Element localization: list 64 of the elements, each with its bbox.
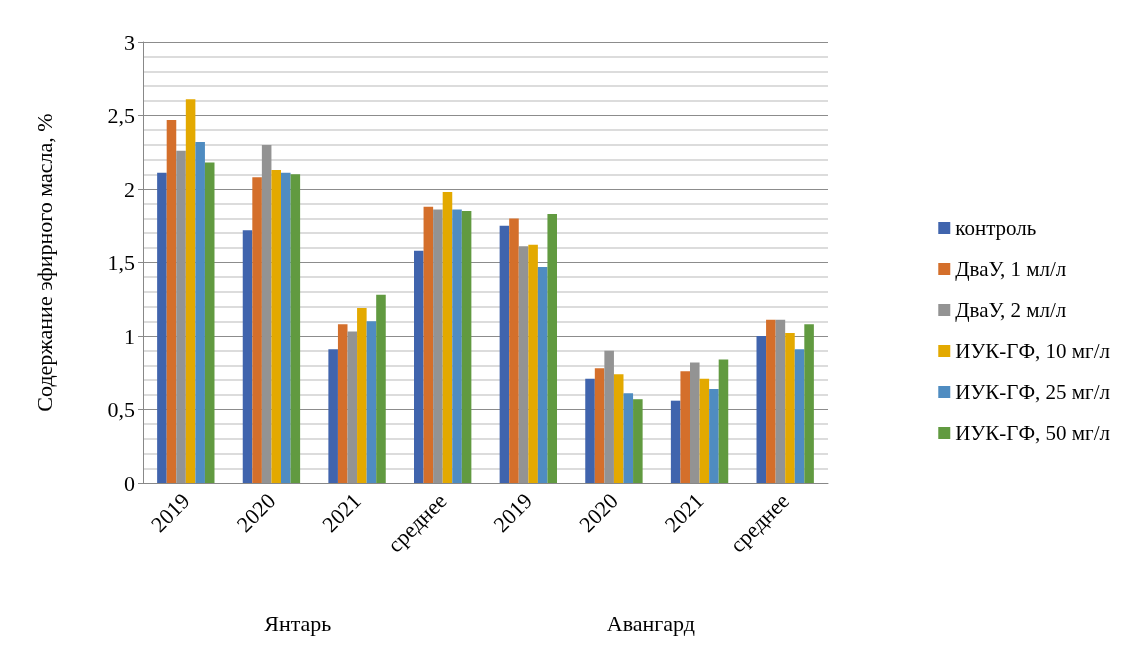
- bar: [157, 172, 167, 483]
- y-tick-label: 0,5: [107, 397, 135, 422]
- bar: [775, 319, 786, 483]
- y-tick-label: 2,5: [107, 103, 135, 128]
- y-axis-title: Содержание эфирного масла, %: [31, 113, 57, 412]
- bar: [195, 141, 205, 483]
- bar: [442, 191, 453, 483]
- bar: [204, 162, 215, 483]
- bar: [461, 211, 472, 483]
- bar: [547, 213, 557, 483]
- bar: [528, 244, 538, 483]
- bar: [699, 378, 710, 483]
- legend-label: ИУК-ГФ, 10 мг/л: [955, 339, 1110, 363]
- bar: [509, 218, 519, 483]
- bar: [166, 119, 177, 483]
- bar: [452, 209, 462, 483]
- bar: [337, 324, 348, 483]
- bar: [290, 174, 301, 483]
- bar: [670, 400, 681, 483]
- y-tick-label: 1,5: [107, 250, 135, 275]
- bar: [537, 266, 548, 483]
- legend-label: ИУК-ГФ, 50 мг/л: [955, 421, 1110, 445]
- bar: [785, 333, 795, 483]
- bar: [271, 169, 281, 483]
- bar: [756, 336, 767, 483]
- bar: [185, 99, 196, 483]
- bar: [376, 294, 386, 483]
- bar: [804, 324, 814, 483]
- legend-label: ИУК-ГФ, 25 мг/л: [955, 380, 1110, 404]
- bar: [357, 308, 367, 483]
- bar: [242, 230, 253, 483]
- bar: [433, 209, 443, 483]
- bar: [414, 250, 424, 483]
- bar: [252, 177, 262, 483]
- y-tick-label: 3: [124, 29, 135, 55]
- text: Авангард: [606, 610, 695, 636]
- bar: [766, 319, 776, 483]
- bar: [423, 206, 434, 483]
- bar: [623, 393, 634, 483]
- bar: [261, 144, 272, 483]
- bar: [281, 172, 291, 483]
- bar: [518, 246, 529, 483]
- bar: [709, 388, 719, 483]
- y-tick-label: 0: [124, 470, 135, 496]
- legend-label: ДваУ, 1 мл/л: [955, 257, 1067, 281]
- bar: [690, 362, 700, 483]
- bar: [176, 150, 186, 483]
- bar: [499, 225, 510, 483]
- bar: [347, 331, 358, 483]
- bar: [328, 349, 338, 483]
- bar: [604, 350, 614, 483]
- bar: [633, 399, 643, 483]
- bar: [594, 368, 605, 483]
- legend-label: контроль: [955, 216, 1037, 240]
- bar: [613, 374, 624, 483]
- bar: [366, 321, 377, 483]
- bar: [718, 359, 729, 483]
- text: Янтарь: [264, 610, 332, 636]
- bar: [680, 371, 690, 483]
- y-tick-label: 1: [124, 323, 135, 349]
- bar: [794, 349, 805, 483]
- y-tick-label: 2: [124, 176, 135, 202]
- bar: [585, 378, 595, 483]
- legend-label: ДваУ, 2 мл/л: [955, 298, 1067, 322]
